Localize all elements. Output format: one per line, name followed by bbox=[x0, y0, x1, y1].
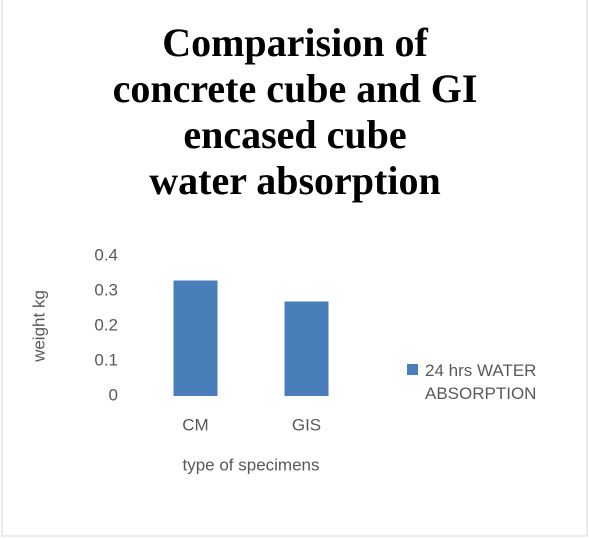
x-axis-label: type of specimens bbox=[182, 455, 319, 474]
y-axis-label: weight kg bbox=[29, 290, 48, 363]
bar bbox=[173, 280, 218, 396]
chart-title: Comparision of concrete cube and GI enca… bbox=[112, 20, 488, 203]
legend-swatch bbox=[407, 364, 418, 375]
legend-label: 24 hrs WATER ABSORPTION bbox=[425, 361, 537, 403]
y-tick-label: 0.1 bbox=[94, 350, 118, 369]
y-tick-label: 0.4 bbox=[94, 245, 118, 264]
x-tick-label: GIS bbox=[292, 415, 321, 434]
bar bbox=[284, 301, 329, 396]
y-tick-label: 0 bbox=[109, 385, 118, 404]
x-tick-label: CM bbox=[182, 415, 208, 434]
y-tick-label: 0.2 bbox=[94, 315, 118, 334]
y-tick-label: 0.3 bbox=[94, 280, 118, 299]
